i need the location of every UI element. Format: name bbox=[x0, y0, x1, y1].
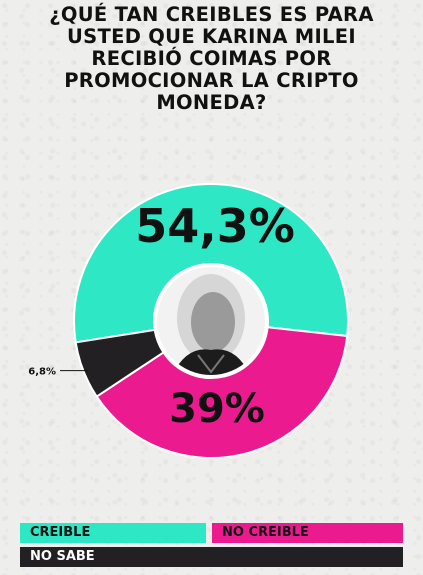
label-no-creible: 39% bbox=[169, 386, 265, 432]
center-portrait bbox=[157, 267, 265, 375]
legend-no-creible: NO CREIBLE bbox=[212, 523, 403, 543]
chart-title: ¿QUÉ TAN CREIBLES ES PARA USTED QUE KARI… bbox=[49, 3, 374, 114]
label-creible: 54,3% bbox=[135, 199, 295, 253]
legend-creible: CREIBLE bbox=[20, 523, 206, 543]
legend-no-creible-label: NO CREIBLE bbox=[222, 525, 309, 540]
label-no-sabe: 6,8% bbox=[28, 367, 56, 378]
legend-no-sabe-label: NO SABE bbox=[30, 549, 95, 564]
legend-creible-label: CREIBLE bbox=[30, 525, 91, 540]
legend-no-sabe: NO SABE bbox=[20, 547, 403, 567]
